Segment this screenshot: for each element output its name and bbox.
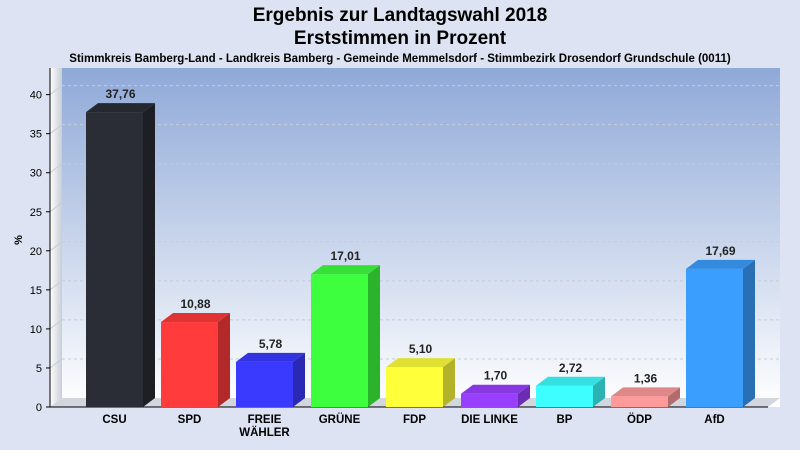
bar-top — [686, 259, 755, 269]
value-label: 1,70 — [484, 369, 508, 383]
bar-side — [743, 259, 755, 407]
bar-side — [293, 352, 305, 407]
value-label: 1,36 — [634, 371, 658, 385]
bar-side — [443, 358, 455, 407]
bar-top — [161, 313, 230, 323]
value-label: 37,76 — [105, 87, 135, 101]
bar — [536, 376, 605, 407]
category-label: WÄHLER — [239, 426, 290, 439]
y-tick-label: 25 — [30, 207, 42, 219]
bar-top — [236, 352, 305, 362]
value-label: 5,10 — [409, 342, 433, 356]
bar-top — [311, 265, 380, 275]
gridline-side — [49, 163, 63, 174]
bar-side — [668, 387, 680, 407]
bar-side — [143, 103, 155, 408]
value-label: 10,88 — [180, 297, 210, 311]
gridline-side — [49, 241, 63, 252]
bar — [611, 387, 680, 407]
bar-front — [161, 322, 218, 407]
bar — [86, 103, 155, 408]
bar — [386, 358, 455, 407]
chart-subtitle: Stimmkreis Bamberg-Land - Landkreis Bamb… — [69, 53, 731, 65]
bar — [686, 259, 755, 407]
gridline-side — [49, 124, 63, 135]
bar-top — [461, 384, 530, 394]
y-tick-label: 30 — [30, 168, 42, 180]
category-label: DIE LINKE — [461, 414, 518, 426]
bar — [236, 352, 305, 407]
bar — [161, 313, 230, 407]
gridline-side — [49, 319, 63, 330]
category-label: CSU — [102, 414, 126, 426]
bar — [311, 265, 380, 407]
gridline-side — [49, 85, 63, 96]
bar-front — [311, 274, 368, 407]
gridline-side — [49, 280, 63, 291]
bar-side — [518, 384, 530, 407]
bar-front — [611, 396, 668, 407]
chart-title-2: Erststimmen in Prozent — [293, 28, 507, 49]
bar-top — [536, 376, 605, 386]
category-label: GRÜNE — [319, 413, 361, 426]
value-label: 17,69 — [705, 244, 735, 258]
category-label: SPD — [178, 414, 202, 426]
category-label: AfD — [704, 414, 724, 426]
value-label: 2,72 — [559, 361, 583, 375]
y-axis-label: % — [13, 235, 25, 245]
bar-side — [593, 376, 605, 407]
y-tick-label: 5 — [36, 363, 42, 375]
gridline-side — [49, 358, 63, 369]
y-tick-label: 10 — [30, 324, 42, 336]
y-tick-label: 20 — [30, 246, 42, 258]
bar-top — [386, 358, 455, 368]
category-label: FREIE — [248, 414, 282, 426]
y-tick-label: 15 — [30, 285, 42, 297]
y-tick-label: 0 — [36, 402, 42, 414]
y-tick-label: 35 — [30, 129, 42, 141]
bar-side — [218, 313, 230, 407]
bar-front — [386, 367, 443, 407]
bar-front — [86, 112, 143, 408]
gridline-side — [49, 202, 63, 213]
bar-top — [611, 387, 680, 397]
value-label: 5,78 — [259, 337, 283, 351]
side-wall — [50, 68, 62, 407]
bar — [461, 384, 530, 407]
y-tick-label: 40 — [30, 90, 42, 102]
bar-front — [461, 393, 518, 407]
chart-title: Ergebnis zur Landtagswahl 2018 — [252, 5, 548, 26]
bar-side — [368, 265, 380, 407]
value-label: 17,01 — [330, 249, 360, 263]
bar-front — [686, 268, 743, 407]
bar-top — [86, 103, 155, 113]
category-label: ÖDP — [627, 413, 652, 426]
category-label: BP — [557, 414, 573, 426]
bar-front — [536, 385, 593, 407]
bar-front — [236, 361, 293, 407]
category-label: FDP — [403, 414, 426, 426]
